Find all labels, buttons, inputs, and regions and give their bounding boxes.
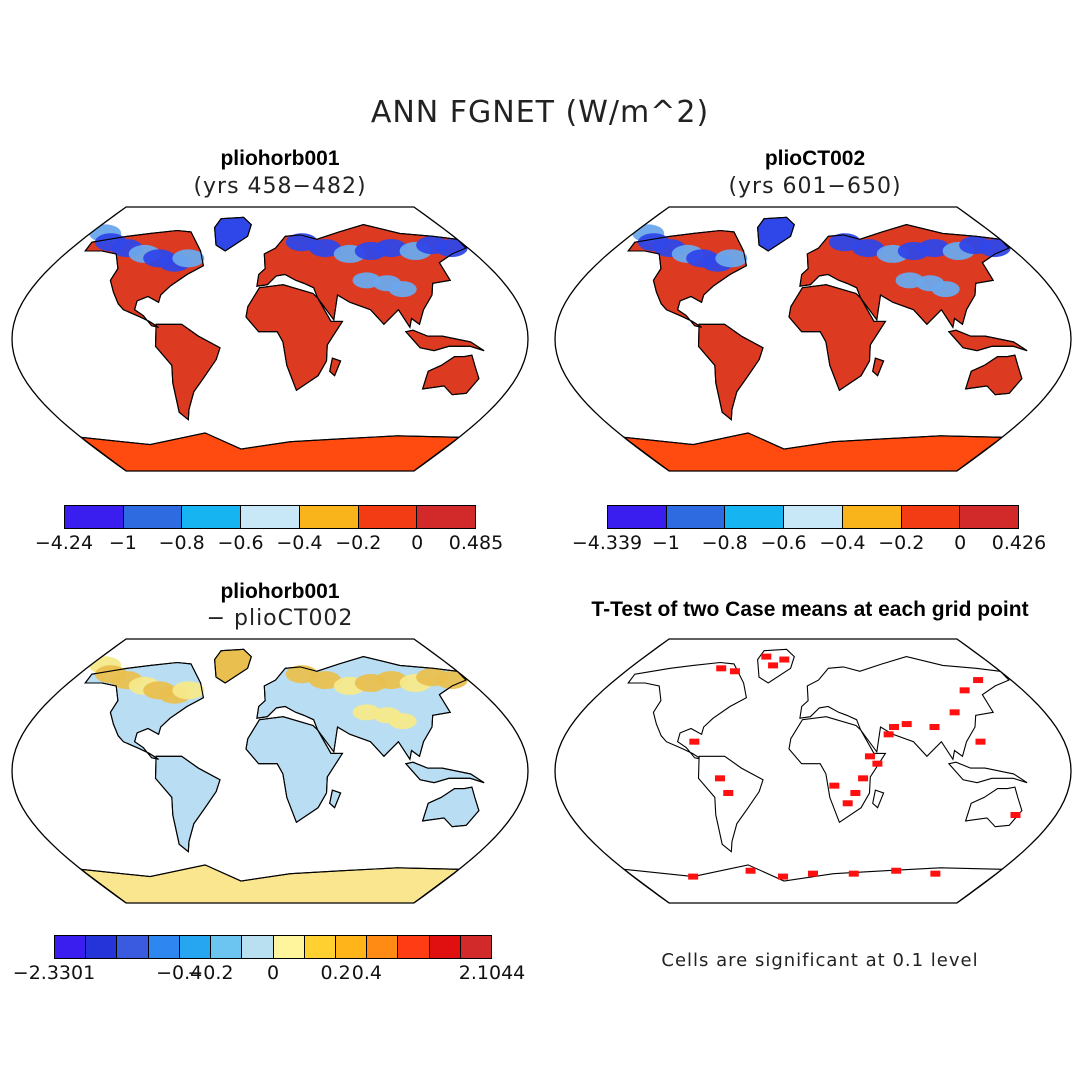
colorbar-tick-label: 0	[266, 962, 280, 984]
map-panel4	[553, 636, 1073, 906]
colorbar-swatch	[182, 506, 242, 528]
map-panel3	[10, 636, 530, 906]
continent-madagascar	[872, 789, 885, 809]
continent-samerica	[154, 755, 221, 853]
colorbar-tick-label: 0	[954, 532, 967, 554]
colorbar-swatch	[666, 506, 726, 528]
continent-samerica	[154, 323, 221, 421]
colorbar-ticks-panel2: −4.339 −1 −0.8 −0.6 −0.4 −0.2 0 0.426	[572, 532, 1046, 556]
colorbar-tick-label: −1	[651, 532, 680, 554]
colorbar-swatch	[398, 936, 430, 958]
colorbar-swatch	[367, 936, 399, 958]
continent-antarctica	[621, 432, 1004, 471]
colorbar-tick-label: −0.2	[335, 532, 382, 554]
colorbar-swatch	[725, 506, 785, 528]
northern-band	[632, 224, 1011, 298]
colorbar-tick-label: 0.485	[448, 532, 504, 554]
continent-antarctica	[78, 432, 461, 471]
colorbar-tick-label: 2.1044	[458, 962, 526, 984]
colorbar-swatch	[608, 506, 667, 528]
colorbar-tick-label: 0.2	[320, 962, 351, 984]
colorbar-swatch	[304, 936, 336, 958]
colorbar-tick-label: −0.8	[158, 532, 205, 554]
colorbar-swatch	[242, 936, 274, 958]
colorbar-swatch	[241, 506, 300, 528]
figure-title: ANN FGNET (W/m^2)	[370, 95, 710, 130]
colorbar-tick-label: −0.8	[701, 532, 748, 554]
colorbar-panel2	[607, 505, 1019, 529]
colorbar-swatch	[460, 936, 492, 958]
panel4-title: T-Test of two Case means at each grid po…	[591, 598, 1029, 621]
map-panel2	[553, 204, 1073, 474]
continent-antarctica	[78, 864, 461, 903]
colorbar-swatch	[123, 506, 183, 528]
significance-dots	[688, 653, 1021, 880]
colorbar-swatch	[117, 936, 149, 958]
continent-antarctica	[621, 864, 1004, 903]
colorbar-swatch	[901, 506, 961, 528]
colorbar-swatch	[417, 506, 476, 528]
colorbar-tick-label: −0.2	[878, 532, 925, 554]
panel1-title: pliohorb001	[220, 147, 340, 170]
colorbar-tick-label: 0.426	[991, 532, 1047, 554]
colorbar-panel1	[64, 505, 476, 529]
colorbar-swatch	[148, 936, 180, 958]
panel1-subtitle: (yrs 458−482)	[193, 174, 367, 199]
colorbar-tick-label: −0.2	[187, 962, 234, 984]
continent-africa	[788, 716, 887, 824]
continent-samerica	[697, 755, 764, 853]
map-panel1	[10, 204, 530, 474]
colorbar-swatch	[960, 506, 1019, 528]
colorbar-tick-label: −2.3301	[12, 962, 96, 984]
panel3-subtitle: − plioCT002	[206, 606, 354, 631]
panel2-title: plioCT002	[764, 147, 866, 170]
colorbar-swatch	[335, 936, 368, 958]
map-border	[11, 206, 529, 472]
colorbar-swatch	[65, 506, 124, 528]
colorbar-tick-label: −0.4	[276, 532, 323, 554]
colorbar-swatch	[179, 936, 212, 958]
map-border	[554, 638, 1072, 904]
panel3-title: pliohorb001	[220, 580, 340, 603]
colorbar-ticks-panel3: −2.3301 −0.4 −0.2 0 0.2 0.4 2.1044	[13, 962, 525, 986]
colorbar-swatch	[842, 506, 902, 528]
colorbar-tick-label: −0.4	[819, 532, 866, 554]
colorbar-swatch	[784, 506, 843, 528]
map-border	[11, 638, 529, 904]
colorbar-swatch	[358, 506, 418, 528]
colorbar-swatch	[86, 936, 118, 958]
colorbar-tick-label: −4.24	[34, 532, 94, 554]
colorbar-swatch	[55, 936, 87, 958]
significance-note: Cells are significant at 0.1 level	[661, 950, 979, 971]
colorbar-swatch	[211, 936, 243, 958]
northern-band	[89, 224, 468, 298]
continent-indonesia	[947, 761, 1028, 784]
map-border	[554, 206, 1072, 472]
continent-australia	[964, 786, 1023, 828]
colorbar-tick-label: 0.4	[351, 962, 382, 984]
colorbar-tick-label: −0.4	[156, 962, 203, 984]
northern-band	[89, 656, 468, 730]
continent-eurasia	[799, 656, 1010, 761]
panel2-subtitle: (yrs 601−650)	[728, 174, 902, 199]
colorbar-tick-label: −0.6	[760, 532, 807, 554]
colorbar-panel3	[54, 935, 492, 959]
colorbar-ticks-panel1: −4.24 −1 −0.8 −0.6 −0.4 −0.2 0 0.485	[35, 532, 503, 556]
colorbar-tick-label: −4.339	[571, 532, 643, 554]
colorbar-tick-label: −0.6	[217, 532, 264, 554]
colorbar-swatch	[429, 936, 461, 958]
colorbar-tick-label: −1	[108, 532, 137, 554]
continent-samerica	[697, 323, 764, 421]
colorbar-tick-label: 0	[411, 532, 424, 554]
colorbar-swatch	[273, 936, 305, 958]
continent-namerica	[627, 661, 748, 760]
colorbar-swatch	[299, 506, 359, 528]
